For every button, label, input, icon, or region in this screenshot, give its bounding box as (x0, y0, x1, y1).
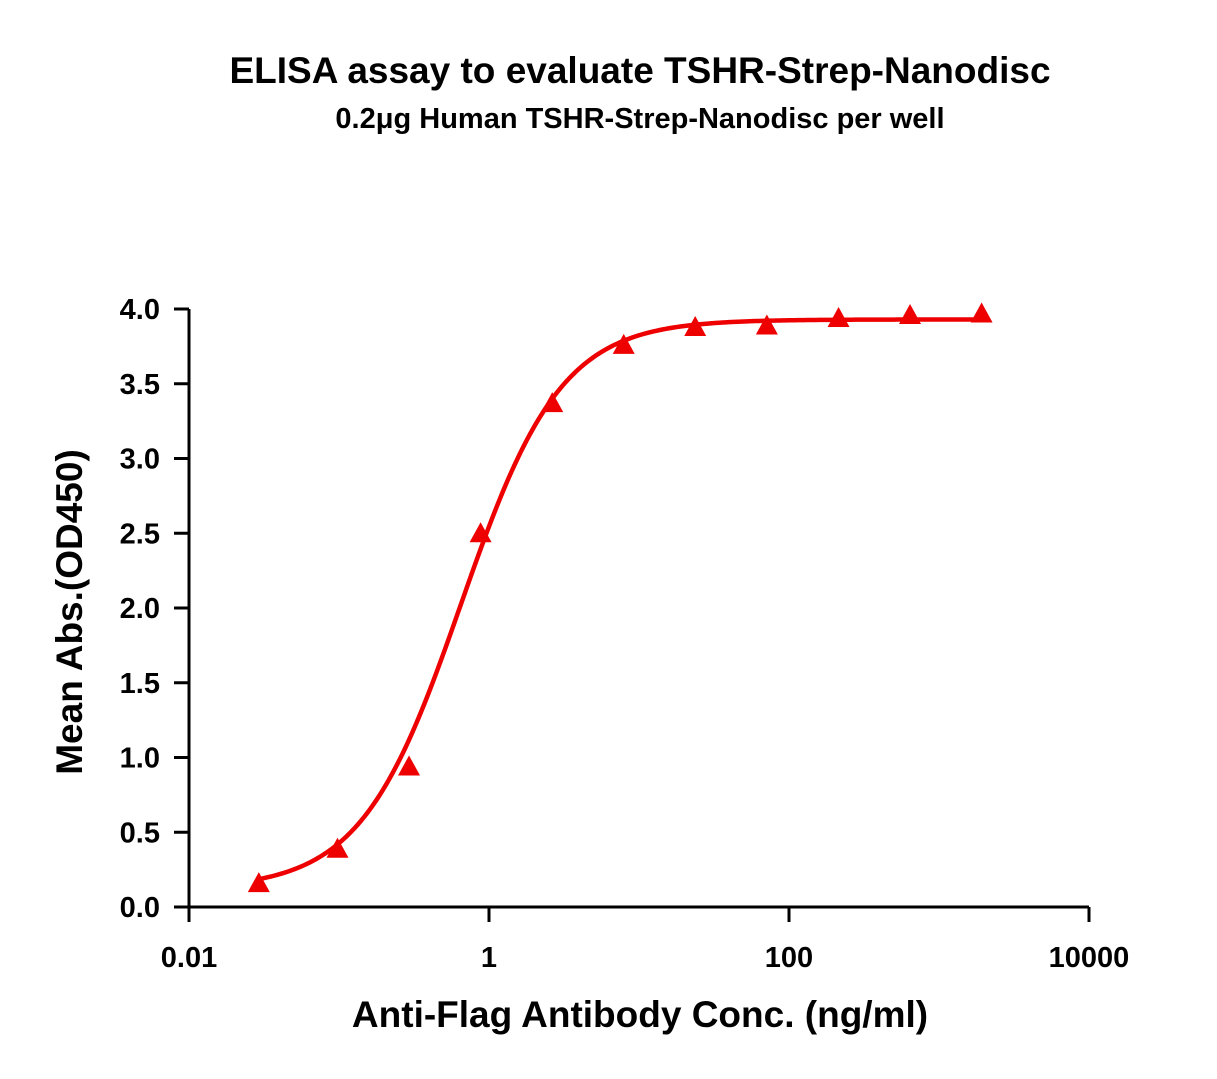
y-tick-label: 2.5 (120, 518, 160, 550)
y-tick-label: 0.5 (120, 817, 160, 849)
x-axis-label: Anti-Flag Antibody Conc. (ng/ml) (352, 994, 928, 1035)
y-tick-label: 4.0 (120, 294, 160, 326)
y-tick-label: 1.5 (120, 668, 160, 700)
x-axis-ticks: 0.01 1 100 10000 (161, 907, 1130, 974)
data-point (970, 302, 993, 323)
data-point (684, 315, 707, 336)
fit-curve (258, 317, 982, 882)
plot-area (247, 302, 993, 893)
y-tick-label: 1.0 (120, 743, 160, 775)
data-point (827, 306, 850, 327)
y-tick-label: 2.0 (120, 593, 160, 625)
data-point (469, 522, 492, 543)
x-tick-label: 10000 (1049, 942, 1130, 974)
x-tick-label: 0.01 (161, 942, 217, 974)
data-point (326, 837, 349, 858)
y-tick-label: 3.5 (120, 369, 160, 401)
data-point (755, 314, 778, 335)
data-point (247, 872, 270, 893)
x-tick-label: 100 (765, 942, 813, 974)
data-point (398, 755, 421, 776)
data-point (541, 392, 564, 413)
y-axis-ticks: 0.0 0.5 1.0 1.5 2.0 2.5 3.0 3.5 4.0 (120, 294, 189, 924)
data-point (899, 303, 922, 324)
y-tick-label: 0.0 (120, 892, 160, 924)
chart-title: ELISA assay to evaluate TSHR-Strep-Nanod… (229, 50, 1050, 91)
y-tick-label: 3.0 (120, 444, 160, 476)
chart-subtitle: 0.2μg Human TSHR-Strep-Nanodisc per well (335, 103, 944, 135)
x-tick-label: 1 (481, 942, 497, 974)
y-axis-label: Mean Abs.(OD450) (49, 449, 90, 775)
data-point (612, 333, 635, 354)
